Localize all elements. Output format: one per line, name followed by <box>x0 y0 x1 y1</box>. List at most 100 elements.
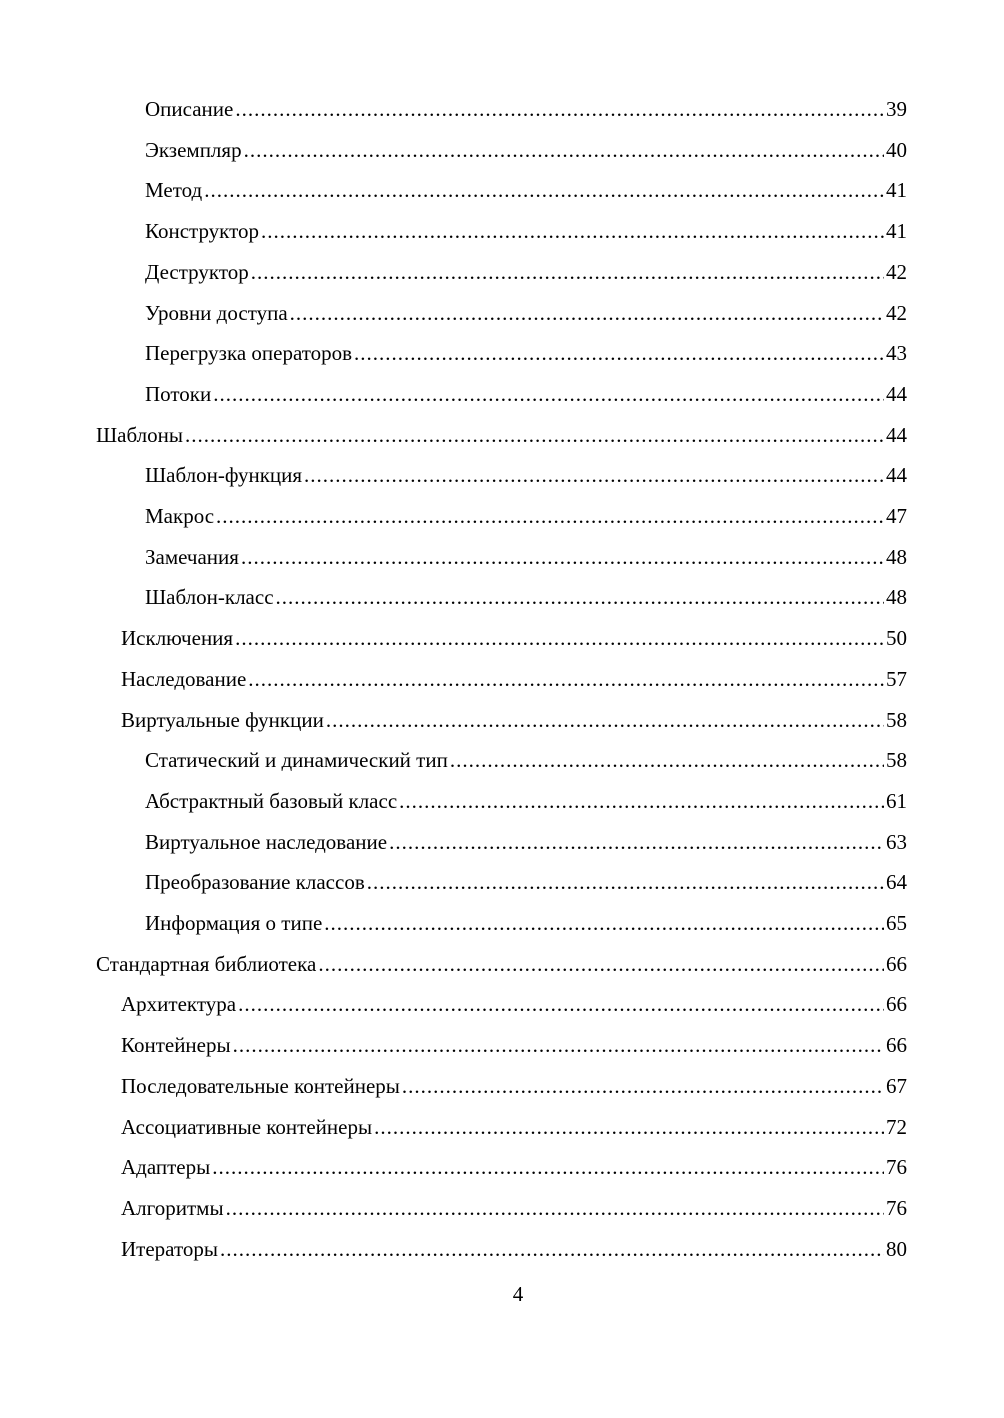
toc-entry-title: Итераторы <box>121 1236 218 1261</box>
toc-entry-page: 41 <box>886 219 907 244</box>
toc-entry-title: Ассоциативные контейнеры <box>121 1114 373 1139</box>
toc-entry-page: 72 <box>886 1114 907 1139</box>
toc-entry-title: Преобразование классов <box>145 870 365 895</box>
dot-leader: ........................................… <box>235 97 884 121</box>
toc-entry-title: Перегрузка операторов <box>145 341 353 366</box>
toc-entry-page: 66 <box>886 992 907 1017</box>
dot-leader: ........................................… <box>204 178 884 203</box>
toc-entry-page: 61 <box>886 788 907 813</box>
toc-entry-page: 58 <box>886 707 907 732</box>
toc-entry-title: Наследование <box>121 666 247 691</box>
dot-leader: ........................................… <box>289 300 884 325</box>
toc-entry-page: 42 <box>886 300 907 325</box>
dot-leader: ........................................… <box>212 1155 884 1180</box>
toc-entry-title: Метод <box>145 178 203 203</box>
dot-leader: ........................................… <box>325 707 884 732</box>
dot-leader: ........................................… <box>399 788 884 813</box>
toc-entry[interactable]: Замечания...............................… <box>145 544 907 570</box>
dot-leader: ........................................… <box>324 911 884 935</box>
toc-entry-title: Замечания <box>145 544 239 569</box>
toc-entry-page: 57 <box>886 666 907 691</box>
toc-entry-title: Описание <box>145 97 234 121</box>
toc-entry[interactable]: Шаблон-класс............................… <box>145 584 907 610</box>
toc-entry[interactable]: Абстрактный базовый класс...............… <box>145 788 907 814</box>
toc-entry-page: 48 <box>886 544 907 569</box>
toc-entry[interactable]: Описание................................… <box>145 96 907 122</box>
dot-leader: ........................................… <box>243 137 884 162</box>
toc-entry-title: Абстрактный базовый класс <box>145 788 398 813</box>
toc-entry[interactable]: Алгоритмы...............................… <box>121 1195 907 1221</box>
toc-entry-page: 44 <box>886 381 907 406</box>
toc-entry-page: 64 <box>886 870 907 895</box>
dot-leader: ........................................… <box>449 748 884 773</box>
toc-entry[interactable]: Метод...................................… <box>145 177 907 203</box>
toc-entry-page: 58 <box>886 748 907 773</box>
dot-leader: ........................................… <box>250 259 884 284</box>
toc-entry-title: Виртуальные функции <box>121 707 324 732</box>
toc-entry-page: 48 <box>886 585 907 610</box>
dot-leader: ........................................… <box>238 992 884 1017</box>
toc-entry[interactable]: Перегрузка операторов...................… <box>145 340 907 366</box>
toc-entry-page: 63 <box>886 829 907 854</box>
toc-entry-page: 42 <box>886 259 907 284</box>
toc-entry[interactable]: Деструктор..............................… <box>145 259 907 285</box>
dot-leader: ........................................… <box>235 626 884 651</box>
toc-entry[interactable]: Наследование............................… <box>121 666 907 692</box>
dot-leader: ........................................… <box>240 544 884 569</box>
toc-entry[interactable]: Шаблон-функция..........................… <box>145 462 907 488</box>
page-number: 4 <box>512 1282 524 1306</box>
toc-entry[interactable]: Ассоциативные контейнеры................… <box>121 1114 907 1140</box>
toc-entry[interactable]: Архитектура.............................… <box>121 991 907 1017</box>
dot-leader: ........................................… <box>318 951 884 976</box>
toc-entry[interactable]: Виртуальное наследование................… <box>145 829 907 855</box>
toc-entry[interactable]: Преобразование классов..................… <box>145 869 907 895</box>
toc-entry[interactable]: Виртуальные функции.....................… <box>121 707 907 733</box>
toc-entry-page: 80 <box>886 1236 907 1261</box>
toc-entry-title: Макрос <box>145 504 215 528</box>
dot-leader: ........................................… <box>374 1114 884 1139</box>
dot-leader: ........................................… <box>213 381 884 406</box>
toc-entry[interactable]: Информация о типе.......................… <box>145 910 907 936</box>
dot-leader: ........................................… <box>366 870 884 895</box>
dot-leader: ........................................… <box>185 422 884 447</box>
dot-leader: ........................................… <box>232 1033 884 1058</box>
toc-entry[interactable]: Контейнеры..............................… <box>121 1032 907 1058</box>
toc-entry-title: Информация о типе <box>145 911 323 935</box>
toc-entry-page: 44 <box>886 463 907 488</box>
toc-entry[interactable]: Уровни доступа..........................… <box>145 300 907 326</box>
toc-entry-title: Шаблон-функция <box>145 463 303 488</box>
toc-entry[interactable]: Итераторы...............................… <box>121 1236 907 1262</box>
toc-entry[interactable]: Макрос..................................… <box>145 503 907 529</box>
toc-entry-title: Деструктор <box>145 259 249 284</box>
toc-entry-page: 50 <box>886 626 907 651</box>
toc-entry-title: Виртуальное наследование <box>145 829 388 854</box>
dot-leader: ........................................… <box>401 1073 884 1098</box>
toc-entry[interactable]: Шаблоны.................................… <box>96 422 907 448</box>
toc-entry[interactable]: Потоки..................................… <box>145 381 907 407</box>
toc-entry-page: 65 <box>886 911 907 935</box>
toc-entry-title: Конструктор <box>145 219 260 244</box>
toc-entry-title: Архитектура <box>121 992 237 1017</box>
toc-entry[interactable]: Исключения..............................… <box>121 625 907 651</box>
toc-entry[interactable]: Статический и динамический тип..........… <box>145 747 907 773</box>
dot-leader: ........................................… <box>225 1195 884 1220</box>
toc-entry-page: 66 <box>886 1033 907 1058</box>
toc-entry[interactable]: Адаптеры................................… <box>121 1154 907 1180</box>
toc-entry-title: Адаптеры <box>121 1155 211 1180</box>
dot-leader: ........................................… <box>304 463 884 488</box>
dot-leader: ........................................… <box>248 666 884 691</box>
toc-entry-title: Исключения <box>121 626 234 651</box>
toc-entry[interactable]: Последовательные контейнеры.............… <box>121 1073 907 1099</box>
toc-entry[interactable]: Стандартная библиотека..................… <box>96 951 907 977</box>
toc-entry[interactable]: Конструктор.............................… <box>145 218 907 244</box>
toc-entry-title: Шаблоны <box>96 422 183 447</box>
toc-entry[interactable]: Экземпляр...............................… <box>145 137 907 163</box>
toc-entry-title: Экземпляр <box>145 137 242 162</box>
toc-entry-page: 39 <box>886 97 907 121</box>
dot-leader: ........................................… <box>275 585 884 610</box>
toc-entry-title: Контейнеры <box>121 1033 231 1058</box>
dot-leader: ........................................… <box>389 829 884 854</box>
toc-entry-title: Шаблон-класс <box>145 585 274 610</box>
toc-entry-title: Стандартная библиотека <box>96 951 317 976</box>
toc-entry-page: 41 <box>886 178 907 203</box>
